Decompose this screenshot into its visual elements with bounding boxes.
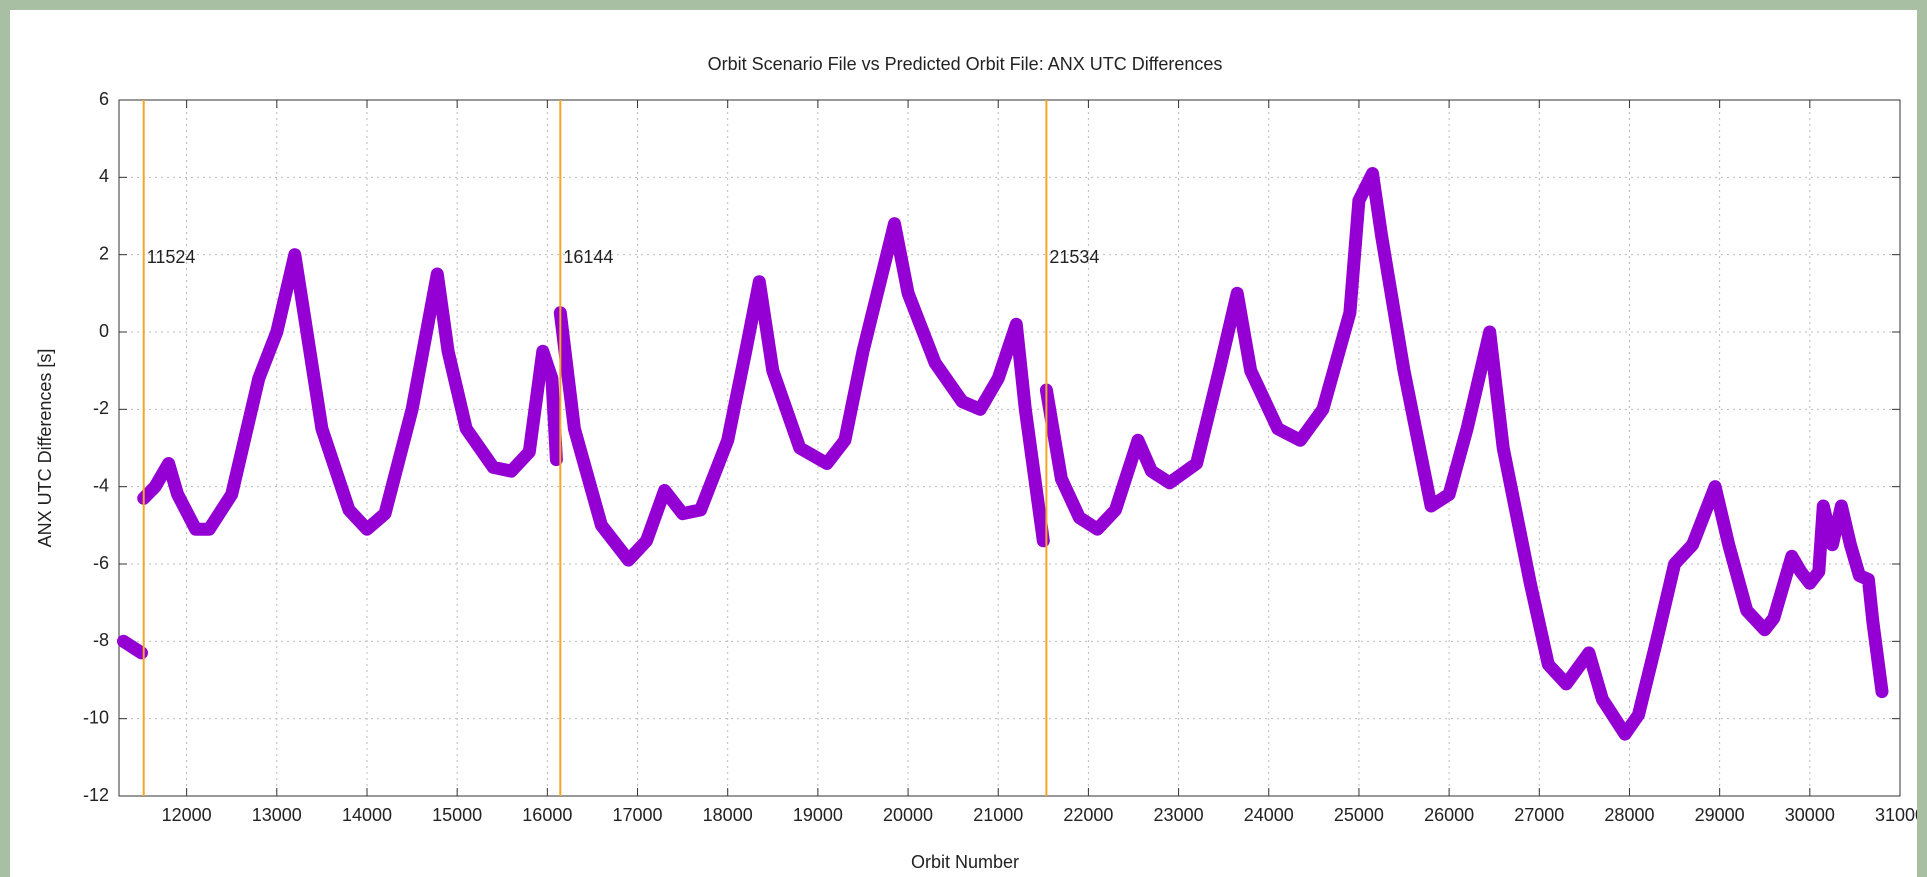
- y-tick-label: 2: [99, 243, 109, 263]
- x-tick-label: 28000: [1604, 805, 1654, 825]
- x-tick-label: 24000: [1244, 805, 1294, 825]
- x-axis-label: Orbit Number: [911, 852, 1019, 872]
- y-tick-label: -2: [93, 398, 109, 418]
- x-tick-label: 31000: [1875, 805, 1917, 825]
- plot-frame: [118, 99, 1901, 797]
- x-tick-label: 12000: [162, 805, 212, 825]
- x-tick-label: 19000: [793, 805, 843, 825]
- x-tick-label: 29000: [1695, 805, 1745, 825]
- y-tick-label: -6: [93, 553, 109, 573]
- y-tick-label: -10: [83, 707, 109, 727]
- x-tick-label: 15000: [432, 805, 482, 825]
- x-tick-label: 14000: [342, 805, 392, 825]
- data-line: [117, 167, 1889, 741]
- marker-label: 16144: [563, 247, 613, 267]
- x-tick-label: 20000: [883, 805, 933, 825]
- marker-label: 11524: [147, 247, 196, 267]
- x-tick-label: 17000: [612, 805, 662, 825]
- x-tick-label: 23000: [1154, 805, 1204, 825]
- x-tick-label: 18000: [703, 805, 753, 825]
- x-tick-label: 16000: [522, 805, 572, 825]
- marker-label: 21534: [1049, 247, 1099, 267]
- y-tick-label: 0: [99, 321, 109, 341]
- y-tick-label: -8: [93, 630, 109, 650]
- y-tick-label: 4: [99, 166, 109, 186]
- x-tick-label: 22000: [1063, 805, 1113, 825]
- y-tick-label: 6: [99, 89, 109, 109]
- chart-title: Orbit Scenario File vs Predicted Orbit F…: [708, 54, 1223, 74]
- x-tick-label: 13000: [252, 805, 302, 825]
- chart: Orbit Scenario File vs Predicted Orbit F…: [10, 10, 1917, 877]
- x-tick-label: 27000: [1514, 805, 1564, 825]
- y-tick-label: -4: [93, 475, 109, 495]
- y-tick-label: -12: [83, 785, 109, 805]
- x-tick-label: 26000: [1424, 805, 1474, 825]
- x-tick-label: 25000: [1334, 805, 1384, 825]
- x-tick-label: 30000: [1785, 805, 1835, 825]
- x-tick-label: 21000: [973, 805, 1023, 825]
- y-axis-label: ANX UTC Differences [s]: [35, 349, 55, 548]
